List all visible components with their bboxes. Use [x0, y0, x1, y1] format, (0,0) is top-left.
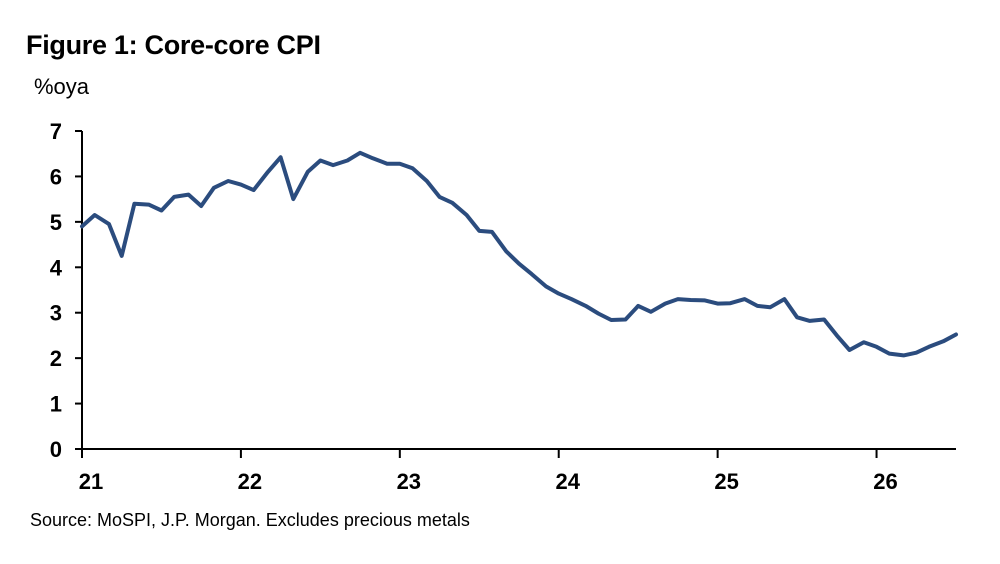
chart-title: Figure 1: Core-core CPI	[26, 30, 321, 60]
x-tick-label: 25	[714, 469, 738, 494]
source-note: Source: MoSPI, J.P. Morgan. Excludes pre…	[30, 510, 470, 530]
series-group	[80, 150, 958, 358]
y-tick-label: 2	[50, 346, 62, 371]
y-tick-label: 1	[50, 392, 62, 417]
y-tick-label: 6	[50, 164, 62, 189]
y-tick-label: 7	[50, 119, 62, 144]
y-tick-label: 4	[50, 255, 63, 280]
y-tick-label: 0	[50, 437, 62, 462]
x-tick-label: 23	[397, 469, 421, 494]
x-tick-label: 21	[79, 469, 103, 494]
x-tick-label: 22	[238, 469, 262, 494]
x-tick-label: 26	[873, 469, 897, 494]
y-tick-label: 5	[50, 210, 62, 235]
x-tick-label: 24	[555, 469, 580, 494]
series-line	[80, 150, 958, 358]
y-axis-label: %oya	[34, 74, 90, 99]
y-tick-label: 3	[50, 301, 62, 326]
